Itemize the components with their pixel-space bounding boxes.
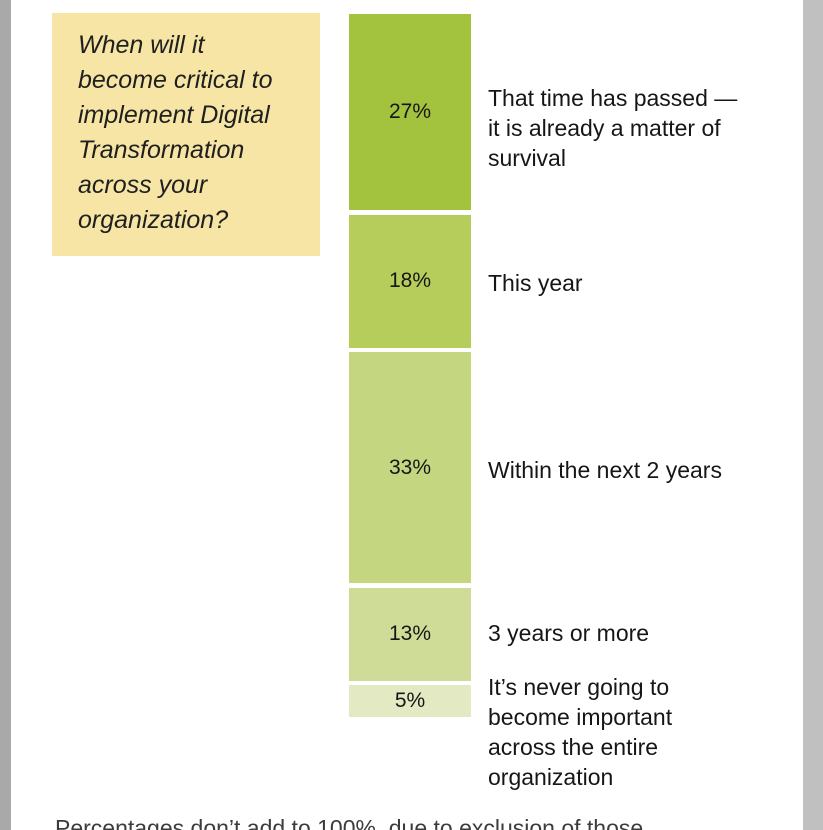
category-label-4: 3 years or more <box>488 620 650 646</box>
category-label-5: It’s never going to become important acr… <box>488 674 673 790</box>
category-label-3: Within the next 2 years <box>488 457 722 483</box>
bar-value-label: 27% <box>388 100 432 123</box>
question-box: When will it become critical to implemen… <box>52 13 320 256</box>
category-label-2: This year <box>488 270 583 296</box>
bar-value-label: 13% <box>388 622 432 645</box>
category-labels: That time has passed — it is already a m… <box>488 0 798 830</box>
right-page-edge <box>803 0 823 830</box>
bar-value-label: 18% <box>388 269 432 292</box>
chart-footnote: Percentages don’t add to 100%, due to ex… <box>55 815 644 830</box>
category-label-1: That time has passed — it is already a m… <box>488 85 738 171</box>
bar-segment-3: 33% <box>349 352 471 583</box>
bar-segment-1: 27% <box>349 14 471 210</box>
left-page-edge <box>0 0 11 830</box>
bar-segment-2: 18% <box>349 214 471 348</box>
bar-value-label: 33% <box>388 455 432 479</box>
bar-chart: 27% 18% 33% 13% 5% <box>349 14 471 717</box>
bar-segment-5: 5% <box>349 685 471 717</box>
bar-segment-4: 13% <box>349 587 471 681</box>
bar-value-label: 5% <box>394 689 426 712</box>
chart-question-title: When will it become critical to implemen… <box>78 31 273 234</box>
